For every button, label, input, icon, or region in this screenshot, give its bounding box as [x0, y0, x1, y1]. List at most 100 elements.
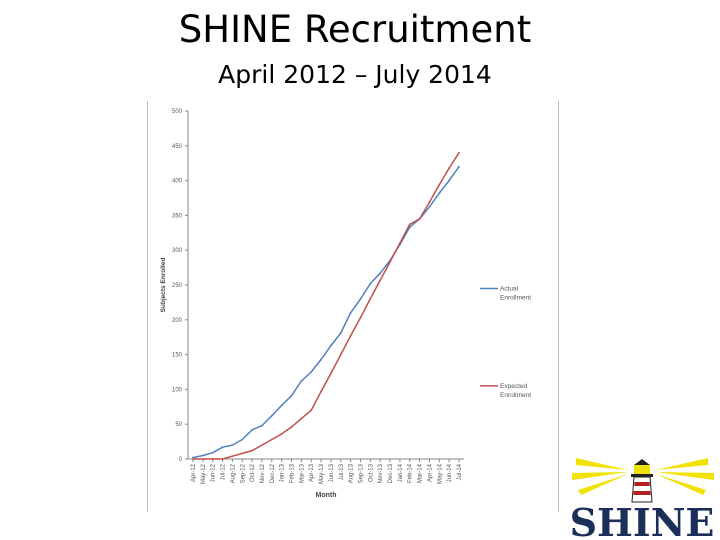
series-line-expected	[193, 152, 460, 460]
x-tick-label: Aug-13	[349, 463, 355, 483]
data-point	[448, 167, 450, 169]
data-point	[458, 165, 460, 168]
y-tick-label: 100	[172, 387, 183, 393]
x-tick-label: Aug-12	[230, 463, 236, 483]
x-tick-label: Dec-13	[388, 463, 394, 483]
data-point	[349, 334, 352, 337]
x-tick-label: Jul-12	[221, 463, 227, 480]
y-tick-label: 450	[172, 144, 183, 150]
y-tick-label: 500	[172, 109, 183, 115]
logo-text: SHINE	[570, 500, 715, 540]
x-tick-label: Oct-13	[368, 463, 374, 482]
data-point	[330, 344, 332, 347]
data-point	[261, 444, 263, 446]
data-point	[192, 456, 194, 459]
data-point	[280, 433, 283, 435]
legend-label: Enrollment	[500, 294, 531, 301]
data-point	[330, 372, 332, 375]
data-point	[320, 358, 322, 361]
series-line-actual	[192, 166, 460, 459]
y-tick-label: 50	[175, 422, 182, 428]
data-point	[211, 451, 214, 454]
data-point	[418, 218, 421, 220]
data-point	[320, 390, 322, 393]
y-tick-label: 200	[172, 318, 183, 324]
data-point	[192, 458, 194, 460]
data-point	[202, 458, 204, 460]
y-tick-label: 400	[172, 179, 183, 185]
data-point	[241, 438, 244, 441]
data-point	[241, 452, 244, 455]
data-point	[448, 179, 450, 182]
data-point	[310, 409, 313, 412]
x-tick-label: Dec-12	[270, 463, 276, 483]
data-point	[428, 201, 431, 204]
data-point	[428, 206, 431, 208]
data-point	[438, 192, 441, 194]
x-tick-label: Apr-13	[309, 463, 315, 482]
data-point	[300, 380, 303, 382]
y-tick-label: 350	[172, 213, 183, 219]
x-tick-label: Jun-13	[329, 463, 335, 482]
x-tick-label: Apr-14	[427, 463, 433, 482]
data-point	[389, 261, 391, 263]
logo-rays	[572, 458, 714, 495]
x-axis-label: Month	[316, 492, 337, 499]
data-point	[349, 311, 352, 314]
data-point	[290, 426, 293, 428]
x-tick-label: Jul-13	[339, 463, 345, 480]
data-point	[379, 279, 382, 281]
x-tick-label: May-13	[319, 463, 325, 484]
x-tick-label: Jan-13	[280, 463, 286, 482]
legend-label: Enrollment	[500, 392, 531, 399]
data-point	[310, 371, 313, 373]
legend-label: Expected	[500, 383, 527, 390]
x-tick-label: Nov-13	[378, 463, 384, 483]
chart-frame: 0 50 100 150 200 250 300 350 400 450 500 Apr-12 May-…	[147, 101, 559, 512]
data-point	[369, 298, 372, 300]
x-tick-label: Sep-13	[358, 463, 364, 483]
data-point	[270, 414, 273, 417]
x-tick-label: Oct-12	[250, 463, 256, 482]
x-tick-label: Mar-13	[299, 463, 305, 483]
x-tick-label: Feb-14	[408, 463, 414, 483]
data-point	[270, 438, 273, 441]
x-tick-label: Jan-14	[398, 463, 404, 482]
data-point	[359, 298, 362, 300]
x-tick-label: May-14	[437, 463, 443, 484]
data-point	[231, 455, 234, 458]
x-tick-label: Sep-12	[240, 463, 246, 483]
x-tick-label: Nov-12	[260, 463, 266, 483]
data-point	[221, 458, 224, 460]
data-point	[221, 446, 224, 449]
data-point	[231, 444, 234, 446]
data-point	[211, 458, 214, 460]
data-point	[261, 424, 263, 427]
data-point	[202, 454, 204, 457]
x-tick-label: Mar-14	[418, 463, 424, 483]
data-point	[399, 242, 401, 245]
shine-logo: SHINE	[570, 458, 715, 540]
x-tick-label: Jun-12	[211, 463, 217, 482]
x-tick-label: Feb-13	[290, 463, 296, 483]
data-point	[300, 417, 303, 420]
data-point	[438, 183, 441, 186]
data-point	[408, 223, 411, 226]
data-point	[458, 151, 460, 154]
slide-title: SHINE Recruitment	[178, 8, 532, 51]
x-tick-label: Jun-14	[447, 463, 453, 482]
y-axis-label: Subjects Enrolled	[160, 258, 167, 313]
data-point	[290, 394, 293, 397]
data-point	[369, 282, 372, 285]
x-tick-label: Jul-14	[457, 463, 463, 480]
y-tick-label: 150	[172, 353, 183, 359]
data-point	[280, 404, 283, 407]
slide-subtitle: April 2012 – July 2014	[218, 60, 492, 89]
x-tick-label: Apr-12	[191, 463, 197, 482]
y-tick-label: 300	[172, 248, 183, 254]
enrollment-line-chart: 0 50 100 150 200 250 300 350 400 450 500 Apr-12 May-…	[160, 109, 531, 499]
data-point	[339, 353, 342, 356]
y-tick-label: 250	[172, 283, 183, 289]
y-tick-label: 0	[179, 457, 183, 463]
x-tick-label: May-12	[201, 463, 207, 484]
